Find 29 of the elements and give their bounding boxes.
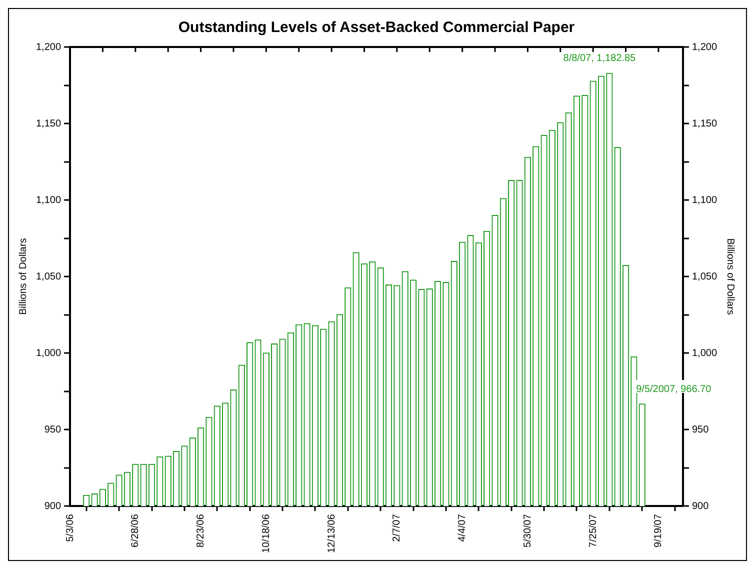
y-axis-title: Billions of Dollars — [18, 238, 29, 315]
x-tick-label: 5/3/06 — [64, 514, 76, 542]
x-tick-label: 6/28/06 — [130, 514, 142, 548]
annotation: 9/5/2007, 966.70 — [636, 384, 712, 395]
x-tick-label: 12/13/06 — [326, 514, 338, 554]
x-tick-label: 8/23/06 — [196, 514, 207, 548]
x-tick-label: 2/7/07 — [392, 514, 403, 542]
y2-tick-label: 1,150 — [692, 118, 718, 130]
y2-axis-title: Billions of Dollars — [724, 238, 736, 315]
y2-tick-label: 1,200 — [692, 42, 718, 53]
chart-title: Outstanding Levels of Asset-Backed Commercial Paper — [178, 19, 575, 36]
y-tick-label: 1,150 — [36, 118, 62, 130]
y-tick-label: 1,200 — [36, 42, 62, 53]
y-tick-label: 1,000 — [36, 348, 62, 359]
y-tick-label: 1,050 — [36, 271, 62, 282]
x-tick-label: 4/4/07 — [457, 514, 468, 542]
y2-tick-label: 900 — [692, 500, 710, 512]
y2-tick-label: 1,050 — [692, 271, 718, 282]
x-tick-label: 10/18/06 — [260, 514, 272, 554]
x-tick-label: 9/19/07 — [653, 514, 664, 548]
y2-tick-label: 1,000 — [692, 348, 718, 359]
y-tick-label: 950 — [44, 424, 62, 436]
y-tick-label: 1,100 — [36, 194, 62, 206]
y-tick-label: 900 — [44, 500, 62, 512]
y2-tick-label: 950 — [692, 424, 710, 436]
annotation: 8/8/07, 1,182.85 — [563, 52, 636, 64]
y2-tick-label: 1,100 — [692, 194, 718, 206]
x-tick-label: 7/25/07 — [588, 514, 599, 548]
x-tick-label: 5/30/07 — [522, 514, 534, 548]
